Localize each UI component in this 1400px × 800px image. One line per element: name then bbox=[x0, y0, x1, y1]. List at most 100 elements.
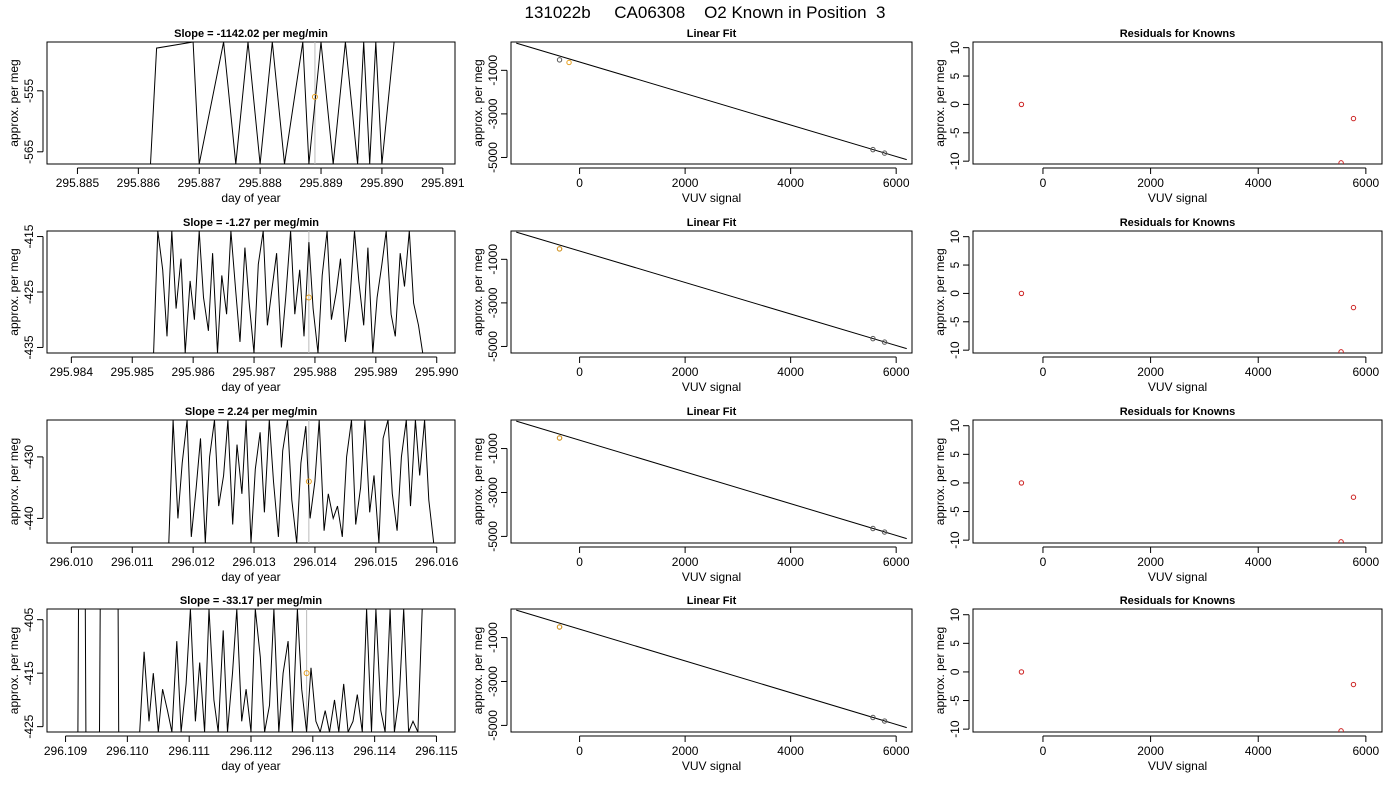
x-tick-label: 6000 bbox=[1353, 555, 1380, 569]
x-axis-label: VUV signal bbox=[1148, 759, 1207, 773]
x-axis-label: VUV signal bbox=[682, 570, 741, 584]
x-axis-label: VUV signal bbox=[1148, 570, 1207, 584]
x-axis-label: VUV signal bbox=[1148, 380, 1207, 394]
plot-area bbox=[516, 42, 907, 161]
fit-point bbox=[870, 146, 876, 153]
y-tick-label: 10 bbox=[948, 419, 962, 433]
plot-area bbox=[168, 420, 435, 543]
known-point bbox=[303, 670, 310, 677]
residual-point bbox=[1338, 160, 1344, 164]
residual-point bbox=[1338, 349, 1344, 353]
plot-frame bbox=[972, 230, 1383, 354]
plot-area bbox=[516, 609, 907, 729]
y-axis-label: approx. per meg bbox=[933, 248, 947, 335]
y-tick-label: 0 bbox=[948, 290, 962, 297]
plot-area bbox=[1018, 290, 1357, 353]
known-point bbox=[305, 478, 312, 485]
panel-residuals: Residuals for Knowns 0 2000 4000 6000 VUV sig… bbox=[933, 28, 1383, 205]
y-tick-label: -10 bbox=[948, 720, 962, 738]
y-tick-label: -5 bbox=[948, 695, 962, 706]
plot-frame bbox=[46, 41, 456, 165]
y-tick-label: -3000 bbox=[486, 287, 500, 318]
x-tick-label: 0 bbox=[576, 176, 583, 190]
fit-point bbox=[870, 525, 876, 532]
known-point bbox=[556, 624, 563, 630]
x-tick-label: 6000 bbox=[883, 365, 910, 379]
known-point bbox=[556, 435, 563, 441]
y-tick-label: -3000 bbox=[486, 98, 500, 129]
x-axis-label: day of year bbox=[221, 570, 280, 584]
x-tick-label: 4000 bbox=[1245, 365, 1272, 379]
x-tick-label: 2000 bbox=[672, 365, 699, 379]
x-tick-label: 4000 bbox=[777, 744, 804, 758]
x-axis-label: day of year bbox=[221, 380, 280, 394]
x-tick-label: 295.989 bbox=[354, 365, 398, 379]
y-tick-label: -10 bbox=[948, 531, 962, 549]
y-tick-label: -5 bbox=[948, 316, 962, 327]
panel-linear-fit: Linear Fit 0 2000 4000 6000 VUV signal -1000 -3… bbox=[471, 595, 913, 773]
x-tick-label: 295.984 bbox=[50, 365, 94, 379]
plot-area bbox=[1018, 669, 1357, 732]
signal-trace bbox=[77, 609, 423, 732]
known-point bbox=[566, 59, 572, 66]
y-tick-label: -3000 bbox=[486, 666, 500, 697]
fit-line bbox=[516, 231, 907, 350]
plot-frame bbox=[972, 419, 1383, 544]
plot-frame bbox=[46, 230, 456, 354]
x-tick-label: 296.011 bbox=[111, 555, 154, 569]
residual-point bbox=[1350, 494, 1357, 500]
fit-point bbox=[881, 339, 888, 345]
fit-line bbox=[516, 42, 907, 161]
x-tick-label: 6000 bbox=[883, 555, 910, 569]
x-tick-label: 2000 bbox=[672, 744, 699, 758]
x-tick-label: 295.886 bbox=[117, 176, 161, 190]
panel-timeseries: Slope = 2.24 per meg/min 296.010 296.011 29… bbox=[7, 406, 459, 584]
x-tick-label: 296.112 bbox=[230, 744, 273, 758]
x-tick-label: 2000 bbox=[1137, 555, 1164, 569]
y-axis-label: approx. per meg bbox=[471, 59, 485, 146]
y-tick-label: 0 bbox=[948, 668, 962, 675]
y-tick-label: -5000 bbox=[486, 331, 500, 362]
x-tick-label: 2000 bbox=[1137, 744, 1164, 758]
plot-area bbox=[516, 231, 907, 350]
y-axis-label: approx. per meg bbox=[933, 627, 947, 714]
y-axis-label: approx. per meg bbox=[7, 438, 21, 525]
plot-area bbox=[1018, 480, 1357, 543]
y-tick-label: -10 bbox=[948, 152, 962, 170]
panel-residuals: Residuals for Knowns 0 2000 4000 6000 VUV sig… bbox=[933, 217, 1383, 394]
plot-frame bbox=[510, 419, 913, 544]
x-tick-label: 295.889 bbox=[299, 176, 343, 190]
y-axis-label: approx. per meg bbox=[7, 627, 21, 714]
x-tick-label: 295.990 bbox=[415, 365, 459, 379]
fit-point bbox=[870, 714, 876, 721]
residual-point bbox=[1350, 304, 1357, 311]
x-tick-label: 295.888 bbox=[238, 176, 282, 190]
x-tick-label: 295.986 bbox=[171, 365, 215, 379]
y-tick-label: 5 bbox=[948, 72, 962, 79]
panel-title: Slope = -1142.02 per meg/min bbox=[174, 28, 328, 40]
x-tick-label: 295.887 bbox=[178, 176, 222, 190]
x-tick-label: 296.114 bbox=[353, 744, 396, 758]
y-tick-label: 5 bbox=[948, 261, 962, 268]
plot-area bbox=[77, 609, 423, 732]
y-tick-label: 10 bbox=[948, 41, 962, 55]
fit-point bbox=[881, 718, 888, 724]
x-tick-label: 6000 bbox=[1353, 744, 1380, 758]
plot-area bbox=[1018, 101, 1357, 164]
x-tick-label: 4000 bbox=[777, 555, 804, 569]
y-tick-label: -1000 bbox=[486, 433, 500, 464]
y-tick-label: -440 bbox=[22, 506, 36, 530]
y-tick-label: -425 bbox=[22, 714, 36, 738]
x-tick-label: 295.988 bbox=[293, 365, 337, 379]
y-tick-label: -415 bbox=[22, 224, 36, 248]
panel-linear-fit: Linear Fit 0 2000 4000 6000 VUV signal -1000 -3… bbox=[471, 406, 913, 584]
residual-point bbox=[1018, 101, 1025, 108]
fit-point bbox=[556, 57, 563, 63]
x-axis-label: VUV signal bbox=[1148, 191, 1207, 205]
x-tick-label: 296.113 bbox=[292, 744, 335, 758]
y-tick-label: -10 bbox=[948, 341, 962, 359]
y-tick-label: 10 bbox=[948, 608, 962, 622]
y-axis-label: approx. per meg bbox=[471, 438, 485, 525]
plot-area bbox=[516, 420, 907, 540]
y-axis-label: approx. per meg bbox=[933, 438, 947, 525]
